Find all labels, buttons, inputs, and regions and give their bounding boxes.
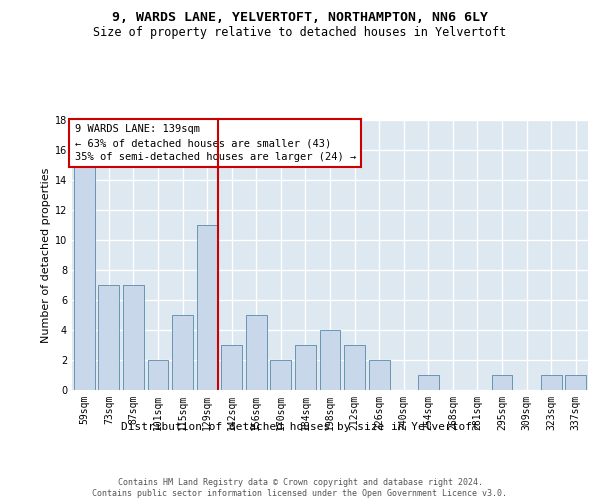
Bar <box>320 330 340 390</box>
Text: 9, WARDS LANE, YELVERTOFT, NORTHAMPTON, NN6 6LY: 9, WARDS LANE, YELVERTOFT, NORTHAMPTON, … <box>112 11 488 24</box>
Bar <box>565 375 586 390</box>
Bar <box>295 345 316 390</box>
Bar <box>221 345 242 390</box>
Bar <box>418 375 439 390</box>
Text: 9 WARDS LANE: 139sqm
← 63% of detached houses are smaller (43)
35% of semi-detac: 9 WARDS LANE: 139sqm ← 63% of detached h… <box>74 124 356 162</box>
Bar <box>148 360 169 390</box>
Text: Size of property relative to detached houses in Yelvertoft: Size of property relative to detached ho… <box>94 26 506 39</box>
Bar <box>98 285 119 390</box>
Bar <box>541 375 562 390</box>
Text: Distribution of detached houses by size in Yelvertoft: Distribution of detached houses by size … <box>121 422 479 432</box>
Bar <box>197 225 218 390</box>
Bar <box>123 285 144 390</box>
Bar <box>74 165 95 390</box>
Y-axis label: Number of detached properties: Number of detached properties <box>41 168 50 342</box>
Bar <box>344 345 365 390</box>
Bar <box>491 375 512 390</box>
Bar <box>271 360 292 390</box>
Text: Contains HM Land Registry data © Crown copyright and database right 2024.
Contai: Contains HM Land Registry data © Crown c… <box>92 478 508 498</box>
Bar <box>368 360 389 390</box>
Bar <box>246 315 267 390</box>
Bar <box>172 315 193 390</box>
